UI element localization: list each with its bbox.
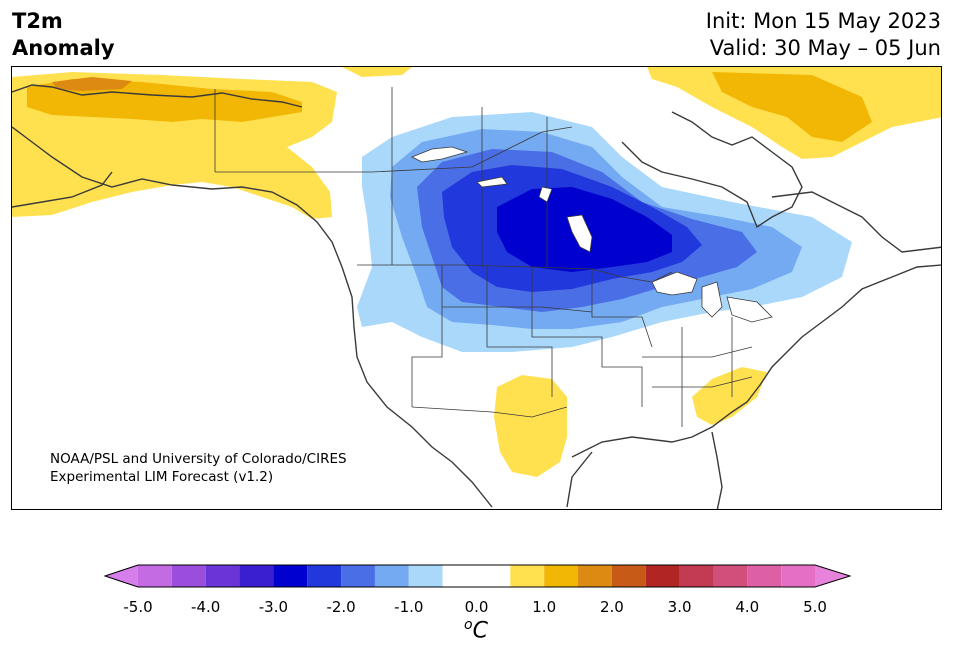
colorbar-tick-label: -1.0 xyxy=(394,598,424,616)
unit-letter: C xyxy=(472,618,488,644)
colorbar-tick-label: 5.0 xyxy=(803,598,827,616)
init-date: Init: Mon 15 May 2023 xyxy=(705,9,941,33)
colorbar-bin-12 xyxy=(544,565,579,587)
anomaly-map: NOAA/PSL and University of Colorado/CIRE… xyxy=(11,66,942,510)
warm-region-north-pacific xyxy=(342,67,412,77)
colorbar-bin-6 xyxy=(307,565,342,587)
colorbar-tick-label: -3.0 xyxy=(258,598,289,616)
credit-line-1: NOAA/PSL and University of Colorado/CIRE… xyxy=(50,451,347,467)
colorbar-bin-13 xyxy=(578,565,612,587)
variable-subtitle: Anomaly xyxy=(12,36,115,60)
colorbar-bin-5 xyxy=(273,565,308,587)
coastlines xyxy=(12,84,941,509)
colorbar-bin-8 xyxy=(374,565,409,587)
colorbar-bin-4 xyxy=(239,565,274,587)
colorbar-bin-3 xyxy=(205,565,240,587)
warm-region-alaska-core xyxy=(52,77,132,91)
colorbar-bin-15 xyxy=(645,565,680,587)
colorbar-tick-label: 1.0 xyxy=(532,598,557,616)
colorbar-bin-17 xyxy=(713,565,748,587)
date-block: Init: Mon 15 May 2023 Valid: 30 May – 05… xyxy=(706,8,941,62)
colorbar-tick-label: 3.0 xyxy=(667,598,692,616)
colorbar xyxy=(103,564,852,588)
map-canvas xyxy=(12,67,941,509)
colorbar-outline xyxy=(103,564,852,588)
valid-date: Valid: 30 May – 05 Jun xyxy=(709,36,941,60)
colorbar-bin-2 xyxy=(171,565,206,587)
colorbar-tick-label: -5.0 xyxy=(123,598,153,616)
colorbar-bin-9 xyxy=(408,565,443,587)
variable-title: T2m xyxy=(12,9,63,33)
unit-label: oC xyxy=(464,617,488,643)
colorbar-tick-label: 4.0 xyxy=(735,598,760,616)
colorbar-tick-label: 2.0 xyxy=(599,598,624,616)
title-block: T2m Anomaly xyxy=(12,8,115,62)
colorbar-bin-20 xyxy=(815,565,850,587)
warm-region-texas xyxy=(494,375,567,477)
warm-region-greenland-inner xyxy=(712,72,872,142)
colorbar-bin-1 xyxy=(138,565,172,587)
colorbar-bin-14 xyxy=(611,565,646,587)
warm-region-carolinas xyxy=(692,367,767,425)
colorbar-bin-19 xyxy=(781,565,815,587)
colorbar-tick-label: -2.0 xyxy=(326,598,356,616)
colorbar-bin-0 xyxy=(105,565,138,587)
colorbar-tick-label: 0.0 xyxy=(464,598,489,616)
colorbar-bin-7 xyxy=(341,565,375,587)
credit-line-2: Experimental LIM Forecast (v1.2) xyxy=(50,469,274,485)
lakes xyxy=(411,146,773,323)
credit-text: NOAA/PSL and University of Colorado/CIRE… xyxy=(50,450,347,486)
colorbar-bin-16 xyxy=(679,565,714,587)
colorbar-bin-18 xyxy=(747,565,782,587)
unit-degree: o xyxy=(464,617,473,633)
colorbar-bin-10 xyxy=(442,565,511,587)
colorbar-bin-11 xyxy=(510,565,545,587)
colorbar-tick-label: -4.0 xyxy=(191,598,221,616)
